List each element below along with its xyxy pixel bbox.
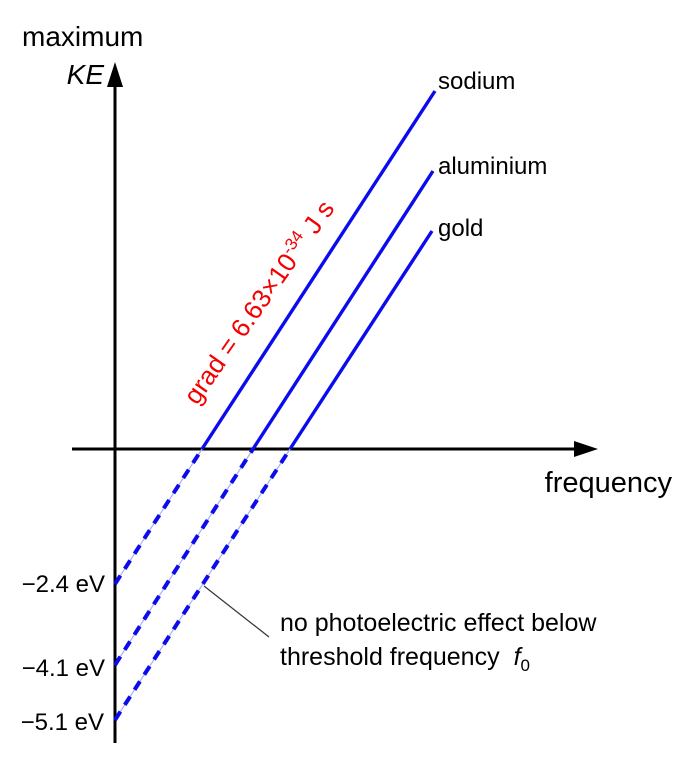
y-axis-title-line2: KE	[67, 59, 105, 90]
gold-line-underlay	[114, 448, 291, 721]
annotation-f-subscript: 0	[521, 656, 530, 675]
annotation-line1: no photoelectric effect below	[280, 609, 597, 637]
annotation-line2-text: threshold frequency	[280, 643, 500, 671]
aluminium-line-dashed	[113, 447, 255, 667]
sodium-line-dashed	[113, 447, 204, 586]
intercept-label-gold: −5.1 eV	[21, 709, 104, 736]
series-label-aluminium: aluminium	[438, 153, 547, 180]
intercept-label-aluminium: −4.1 eV	[22, 655, 105, 682]
annotation-pointer-line	[203, 585, 270, 638]
x-axis-title: frequency	[545, 467, 673, 499]
intercept-label-sodium: −2.4 eV	[22, 571, 105, 598]
x-axis-arrowhead-icon	[574, 441, 598, 457]
y-axis-arrowhead-icon	[107, 62, 123, 87]
sodium-line-solid	[200, 90, 437, 450]
annotation-line2: threshold frequency f0	[280, 643, 530, 675]
gradient-label: grad = 6.63×10-34J s	[177, 194, 341, 409]
gradient-label-prefix: grad = 6.63×10	[177, 248, 303, 410]
aluminium-line-solid	[251, 170, 435, 450]
annotation-f-symbol: f	[514, 643, 524, 671]
series-label-gold: gold	[438, 215, 483, 242]
y-axis-title-line1: maximum	[22, 21, 143, 52]
gold-line-solid	[288, 230, 434, 450]
gradient-label-suffix: J s	[297, 195, 341, 239]
series-label-sodium: sodium	[438, 68, 515, 95]
